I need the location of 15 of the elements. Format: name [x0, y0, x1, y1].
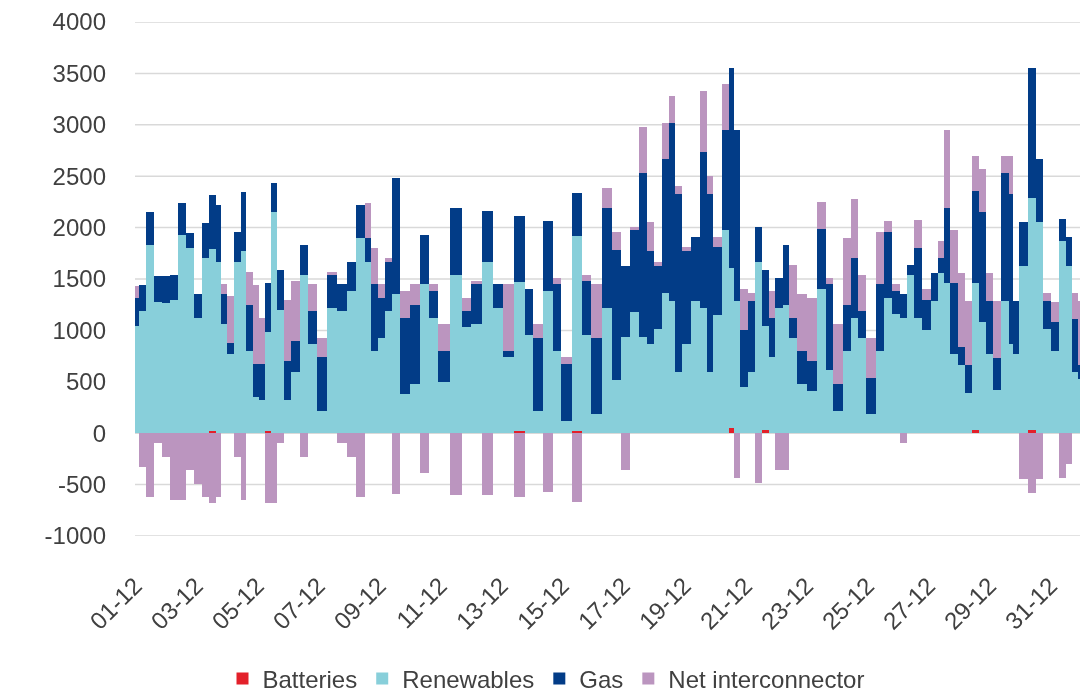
y-tick-label: 500 [65, 368, 106, 396]
y-tick-label: -1000 [44, 522, 106, 550]
legend-label: Batteries [262, 665, 358, 692]
legend-label: Net interconnector [668, 665, 865, 692]
y-tick-label: 3500 [52, 59, 106, 87]
y-tick-label: 3000 [52, 111, 106, 139]
legend-label: Renewables [402, 665, 535, 692]
legend-label: Gas [579, 665, 624, 692]
y-tick-label: -500 [57, 471, 106, 498]
y-tick-label: 4000 [52, 8, 106, 36]
y-tick-label: 0 [92, 419, 106, 447]
y-tick-label: 1000 [52, 316, 106, 344]
y-tick-label: 2500 [52, 162, 106, 190]
y-tick-label: 2000 [52, 214, 106, 241]
y-tick-label: 1500 [52, 265, 106, 293]
